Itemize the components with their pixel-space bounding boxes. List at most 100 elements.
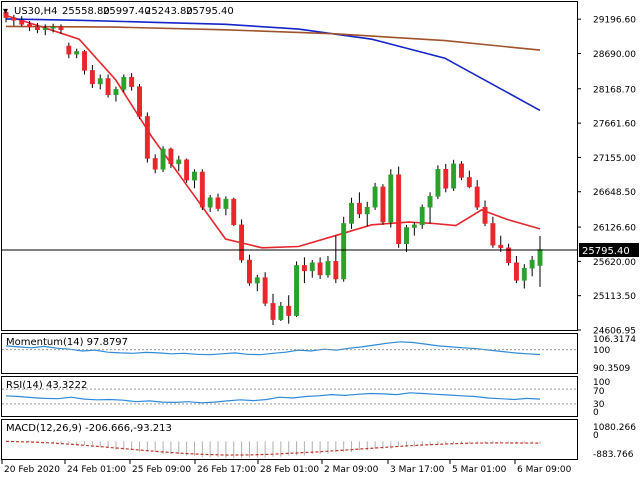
- candle-body: [113, 89, 119, 96]
- moving-average-line: [5, 25, 541, 51]
- candle-body: [192, 171, 197, 181]
- candle-body: [27, 24, 33, 28]
- candle-body: [184, 159, 190, 181]
- candle-body: [521, 267, 527, 281]
- momentum-scale-bot: 90.3509: [593, 364, 630, 374]
- moving-averages: [5, 14, 541, 249]
- time-tick-label: 26 Feb 17:00: [197, 465, 256, 475]
- candle-body: [372, 186, 378, 208]
- macd-scale-bot: -883.766: [593, 450, 634, 460]
- momentum-title: Momentum(14) 97.8797: [6, 337, 128, 348]
- candle-body: [490, 223, 496, 246]
- price-tick-label: 27155.00: [593, 154, 636, 164]
- macd-signal-line: [5, 440, 541, 456]
- candle-body: [215, 197, 221, 209]
- main-pane: [1, 1, 578, 331]
- candle-body: [466, 177, 472, 188]
- price-tick-label: 27661.60: [593, 120, 636, 130]
- candle-body: [89, 70, 95, 85]
- macd-scale-top: 1080.266: [593, 423, 636, 433]
- candle-body: [309, 262, 315, 272]
- candle-body: [137, 86, 142, 117]
- time-tick-label: 25 Feb 09:00: [132, 465, 191, 475]
- rsi-scale-100: 100: [593, 378, 610, 388]
- candle-body: [144, 116, 150, 159]
- candle-body: [176, 159, 182, 165]
- candle-body: [199, 171, 205, 208]
- candle-body: [294, 265, 300, 316]
- price-tick-label: 26648.50: [593, 188, 636, 198]
- candle-body: [207, 197, 213, 208]
- candle-body: [270, 303, 276, 320]
- macd-pane: [1, 419, 578, 460]
- candle-body: [349, 202, 354, 224]
- candle-body: [325, 261, 331, 276]
- time-tick-label: 24 Feb 01:00: [67, 465, 126, 475]
- candle-body: [333, 261, 339, 280]
- candle-body: [254, 277, 260, 284]
- candle-body: [278, 305, 284, 320]
- header-arrow: ▾: [3, 6, 8, 17]
- header-high: 25997.40: [103, 6, 151, 17]
- candle-body: [42, 28, 48, 31]
- candle-body: [34, 26, 40, 31]
- candle-body: [506, 247, 512, 263]
- header-open: 25558.80: [62, 6, 110, 17]
- candle-body: [3, 11, 9, 18]
- header-low: 25243.80: [145, 6, 193, 17]
- time-tick-label: 20 Feb 2020: [4, 465, 60, 475]
- current-price-label: 25795.40: [582, 246, 630, 257]
- price-tick-label: 24606.95: [593, 327, 636, 337]
- macd-scale-zero: 0: [593, 431, 599, 441]
- rsi-scale-0: 0: [593, 408, 599, 418]
- candle-body: [356, 202, 362, 215]
- candle-body: [231, 198, 237, 226]
- candle-body: [529, 259, 535, 269]
- candle-body: [286, 305, 292, 316]
- candle-body: [82, 51, 87, 71]
- macd-title: MACD(12,26,9) -206.666,-93.213: [6, 423, 172, 434]
- candle-body: [404, 227, 409, 245]
- candle-body: [380, 186, 386, 223]
- price-tick-label: 26126.60: [593, 224, 636, 234]
- moving-average-line: [5, 14, 541, 249]
- candle-body: [317, 262, 323, 276]
- price-tick-label: 29196.60: [593, 16, 636, 26]
- candle-body: [427, 196, 433, 208]
- candle-body: [239, 224, 245, 261]
- moving-average-line: [5, 18, 541, 112]
- price-tick-label: 25620.00: [593, 258, 636, 268]
- time-tick-label: 2 Mar 09:00: [324, 465, 379, 475]
- candle-body: [19, 20, 25, 25]
- candle-body: [152, 158, 158, 170]
- candle-body: [74, 51, 80, 55]
- candle-body: [66, 45, 72, 55]
- price-tick-label: 25113.50: [593, 292, 636, 302]
- rsi-pane: [1, 376, 578, 417]
- candle-body: [50, 26, 56, 29]
- rsi-title: RSI(14) 43.3222: [6, 380, 87, 391]
- price-tick-label: 28168.70: [593, 85, 636, 95]
- header-close: 25795.40: [186, 6, 234, 17]
- momentum-scale-top: 106.3174: [593, 335, 636, 345]
- candle-body: [459, 163, 464, 178]
- indicators: [2, 341, 577, 458]
- candle-body: [97, 78, 103, 85]
- time-tick-label: 5 Mar 01:00: [452, 465, 507, 475]
- rsi-scale-30: 30: [593, 400, 605, 410]
- candle-body: [301, 265, 307, 272]
- price-tick-label: 28690.00: [593, 50, 636, 60]
- candle-body: [168, 148, 174, 165]
- header-symbol: US30,H4: [14, 6, 57, 17]
- candle-body: [388, 174, 394, 223]
- candle-body: [419, 206, 425, 226]
- time-tick-label: 6 Mar 09:00: [517, 465, 572, 475]
- time-tick-label: 28 Feb 01:00: [260, 465, 319, 475]
- candle-body: [105, 78, 111, 96]
- candle-body: [537, 249, 543, 266]
- momentum-pane: [1, 333, 578, 374]
- candle-body: [498, 244, 504, 249]
- price-axis: 29196.60 28690.00 28168.70 27661.60 27155.00…: [577, 16, 636, 337]
- candle-body: [482, 206, 488, 224]
